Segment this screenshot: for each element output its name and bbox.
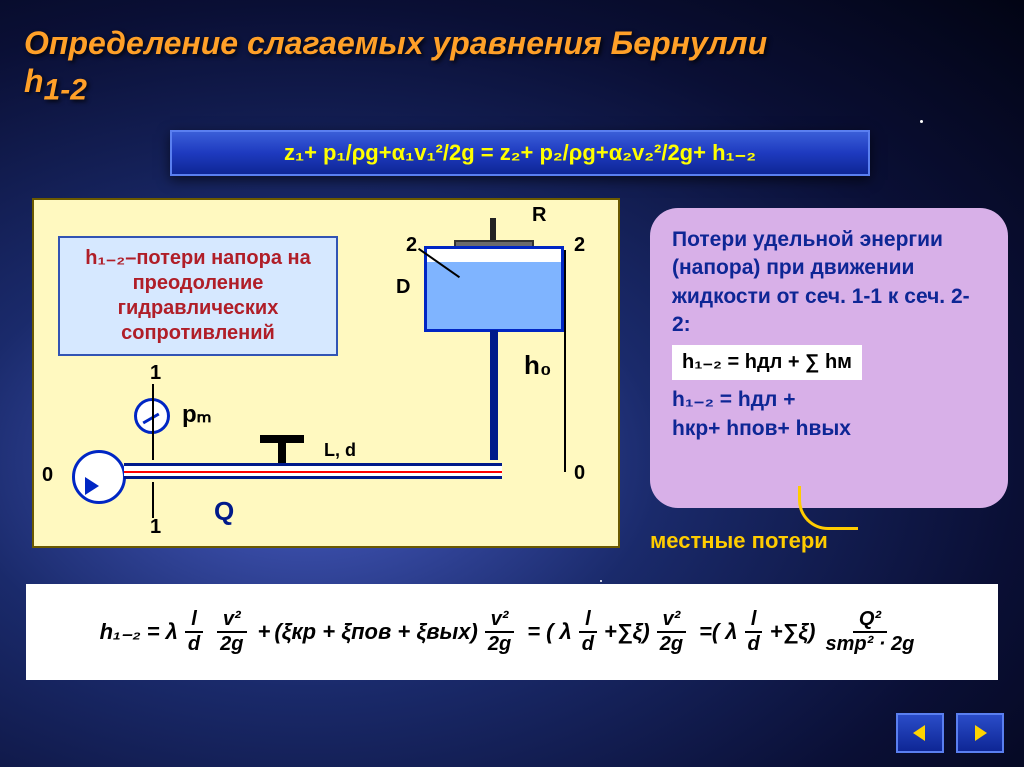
star	[920, 120, 923, 123]
next-button[interactable]	[956, 713, 1004, 753]
prev-button[interactable]	[896, 713, 944, 753]
pump-arrow-icon	[85, 477, 99, 495]
local-losses-label: местные потери	[650, 528, 828, 554]
label-pm: pₘ	[182, 400, 212, 429]
label-R: R	[532, 204, 546, 227]
hydraulic-diagram: h₁₋₂–потери напора на преодоление гидрав…	[32, 198, 620, 548]
frac-l-d-2: ld	[576, 608, 600, 656]
label-Ld: L, d	[324, 440, 356, 461]
valve-icon	[258, 435, 306, 459]
dim-1-line-b	[152, 482, 154, 518]
label-1-top: 1	[150, 362, 161, 385]
bottom-formula: h₁₋₂ = λ ld v²2g + (ξкр + ξпов + ξвых) v…	[26, 584, 998, 680]
frac-v2-2g-1: v²2g	[214, 608, 249, 656]
frac-Q2: Q²sтр² · 2g	[820, 608, 921, 656]
label-0-right: 0	[574, 462, 585, 485]
label-0-left: 0	[42, 464, 53, 487]
local-losses-arrow	[798, 486, 858, 530]
prev-icon	[909, 722, 931, 744]
valve-handle	[260, 435, 304, 443]
valve-stem	[278, 443, 286, 463]
label-D: D	[396, 276, 410, 299]
dim-h0-line	[564, 250, 566, 472]
bubble-line1: Потери удельной энергии (напора) при дви…	[672, 226, 986, 339]
gauge-needle	[142, 413, 159, 425]
bubble-line3b: hкр+ hпов+ hвых	[672, 415, 986, 443]
head-loss-description-box: h₁₋₂–потери напора на преодоление гидрав…	[58, 236, 338, 356]
tank-water	[427, 262, 561, 329]
label-Q: Q	[214, 496, 234, 527]
page-title: Определение слагаемых уравнения Бернулли…	[24, 24, 767, 109]
energy-loss-bubble: Потери удельной энергии (напора) при дви…	[650, 208, 1008, 508]
frac-v2-2g-3: v²2g	[654, 608, 689, 656]
vertical-pipe	[490, 330, 498, 460]
label-1-bottom: 1	[150, 516, 161, 539]
next-icon	[969, 722, 991, 744]
label-2-left: 2	[406, 234, 417, 257]
centerline	[124, 471, 502, 473]
label-2-right: 2	[574, 234, 585, 257]
star	[600, 580, 602, 582]
title-line2: h1-2	[24, 63, 87, 99]
frac-l-d-3: ld	[742, 608, 766, 656]
bernoulli-equation-bar: z₁+ p₁/ρg+α₁v₁²/2g = z₂+ p₂/ρg+α₂v₂²/2g+…	[170, 130, 870, 176]
tank-stem	[490, 218, 496, 242]
pump-icon	[72, 450, 126, 504]
bernoulli-equation-text: z₁+ p₁/ρg+α₁v₁²/2g = z₂+ p₂/ρg+α₂v₂²/2g+…	[284, 140, 756, 166]
bubble-formula-box: h₁₋₂ = hдл + ∑ hм	[672, 345, 862, 380]
label-h0: h₀	[524, 350, 552, 381]
frac-v2-2g-2: v²2g	[482, 608, 517, 656]
tank	[424, 218, 564, 338]
title-line1: Определение слагаемых уравнения Бернулли	[24, 25, 767, 61]
dim-1-line	[152, 384, 154, 460]
frac-l-d: ld	[182, 608, 206, 656]
bubble-line3a: h₁₋₂ = hдл +	[672, 386, 986, 414]
